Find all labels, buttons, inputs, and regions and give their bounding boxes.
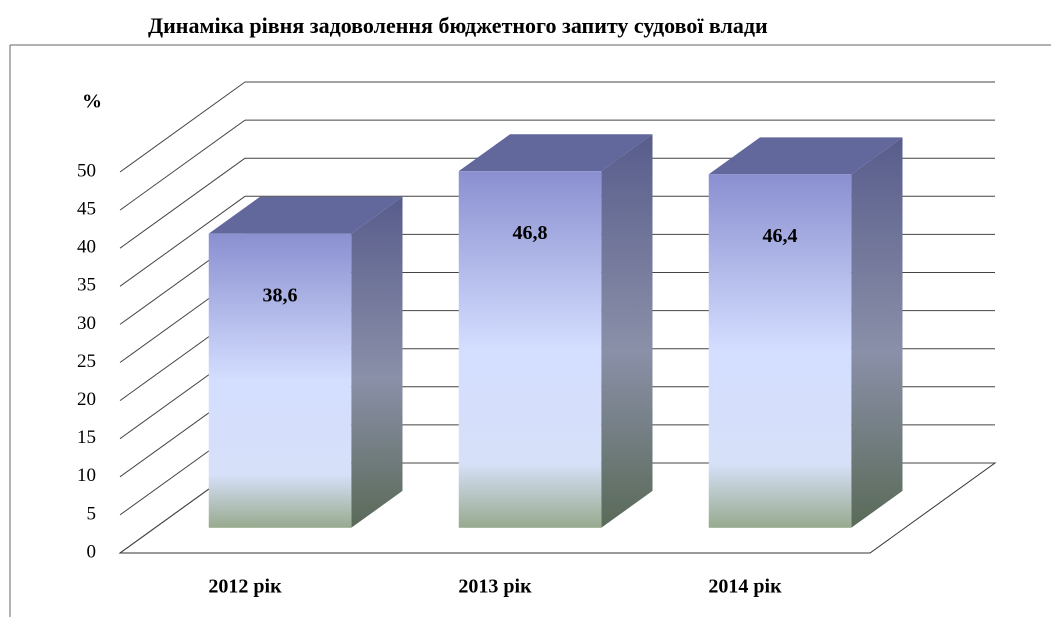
bar [708,174,852,528]
y-tick-label: 0 [87,541,97,562]
y-tick-label: 20 [77,389,96,410]
x-tick-label: 2013 рік [458,576,532,598]
bar-top [208,196,403,234]
value-label: 38,6 [263,284,298,306]
bar-top [708,137,903,175]
x-tick-label: 2012 рік [208,576,282,598]
y-tick-label: 40 [77,237,96,258]
y-axis-label: % [82,91,102,113]
bar [208,233,352,528]
y-tick-label: 45 [77,198,96,219]
y-tick-label: 50 [77,160,96,181]
bar-top [458,134,653,172]
bar-side [851,137,903,528]
value-label: 46,8 [513,222,548,244]
grid-line-side [119,157,246,249]
value-label: 46,4 [763,225,798,247]
y-tick-label: 25 [77,351,96,372]
x-tick-label: 2014 рік [708,576,782,598]
bar-side [601,134,653,528]
y-tick-label: 5 [87,503,97,524]
grid-line-side [119,81,246,173]
bar [458,171,602,528]
grid-line-side [119,195,246,287]
y-tick-label: 35 [77,275,96,296]
grid-line-side [119,119,246,211]
y-tick-label: 10 [77,465,96,486]
y-tick-label: 15 [77,427,96,448]
bar-side [351,196,403,528]
chart-title: Динаміка рівня задоволення бюджетного за… [148,13,768,38]
y-tick-label: 30 [77,313,96,334]
